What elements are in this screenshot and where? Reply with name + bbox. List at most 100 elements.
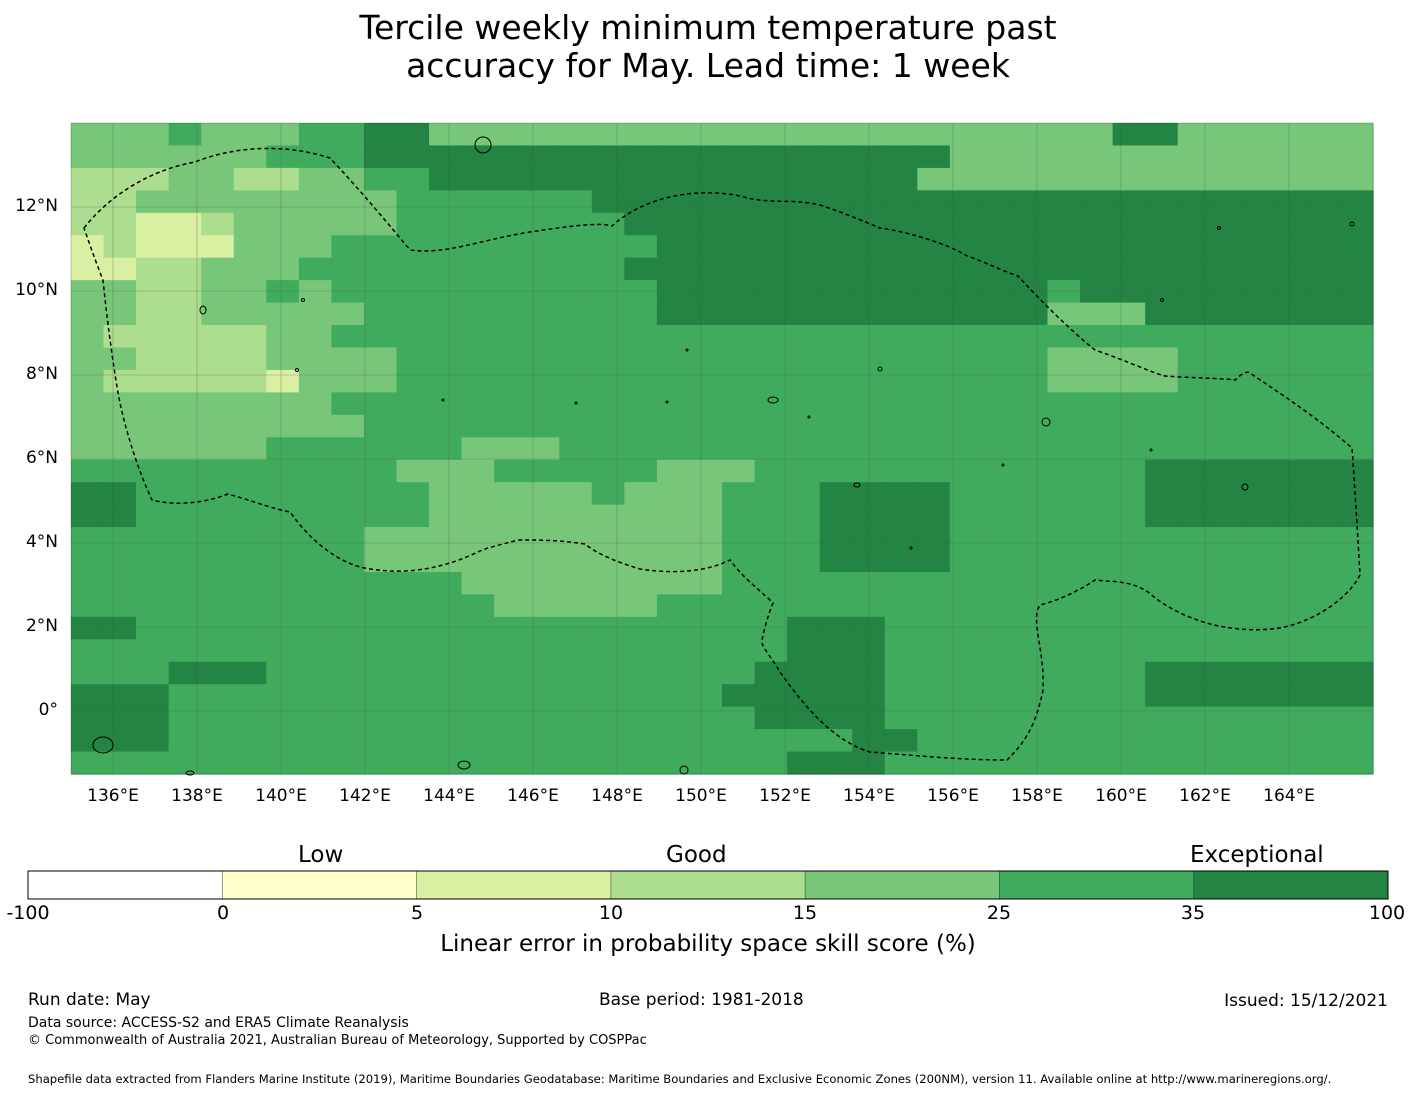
skill-cell [1275, 661, 1309, 685]
skill-cell [1210, 684, 1244, 708]
skill-cell [982, 123, 1016, 147]
skill-cell [884, 325, 918, 349]
skill-cell [201, 459, 235, 483]
skill-cell [1242, 706, 1276, 730]
skill-cell [136, 302, 170, 326]
skill-cell [722, 684, 756, 708]
skill-cell [71, 369, 105, 393]
skill-cell [71, 212, 105, 236]
skill-cell [624, 504, 658, 528]
skill-cell [1112, 123, 1146, 147]
skill-cell [103, 145, 137, 169]
skill-cell [233, 167, 267, 191]
skill-cell [1307, 347, 1342, 371]
skill-cell [396, 729, 430, 753]
skill-cell [1047, 212, 1081, 236]
skill-cell [1080, 594, 1114, 618]
skill-cell [1340, 212, 1374, 236]
skill-cell [1210, 302, 1244, 326]
skill-cell [819, 661, 853, 685]
skill-cell [884, 235, 918, 259]
skill-cell [559, 616, 593, 640]
skill-cell [559, 123, 593, 147]
skill-cell [429, 661, 463, 685]
skill-cell [429, 392, 463, 416]
skill-cell [917, 639, 951, 663]
skill-cell [754, 123, 788, 147]
skill-cell [429, 235, 463, 259]
skill-cell [429, 706, 463, 730]
skill-cell [754, 729, 788, 753]
skill-cell [1210, 235, 1244, 259]
skill-cell [71, 123, 105, 147]
skill-cell [949, 459, 983, 483]
skill-cell [656, 235, 691, 259]
skill-cell [1210, 459, 1244, 483]
skill-cell [917, 257, 951, 281]
skill-cell [1145, 571, 1179, 596]
skill-cell [1145, 616, 1179, 640]
skill-cell [559, 280, 593, 304]
skill-cell [429, 414, 463, 438]
skill-cell [1210, 190, 1244, 214]
skill-cell [461, 392, 495, 416]
skill-cell [168, 414, 202, 438]
skill-cell [1177, 729, 1211, 753]
skill-cell [461, 639, 495, 663]
skill-cell [1307, 167, 1342, 191]
skill-cell [201, 235, 235, 259]
skill-cell [1307, 190, 1342, 214]
skill-cell [266, 414, 300, 438]
skill-cell [1145, 504, 1179, 528]
skill-cell [917, 302, 951, 326]
skill-cell [298, 616, 332, 640]
skill-cell [591, 145, 625, 169]
skill-cell [168, 190, 202, 214]
skill-cell [429, 257, 463, 281]
skill-cell [1340, 235, 1374, 259]
skill-cell [1177, 369, 1211, 393]
skill-cell [1080, 706, 1114, 730]
skill-cell [461, 257, 495, 281]
skill-cell [201, 661, 235, 685]
lat-tick-label: 10°N [15, 280, 58, 300]
skill-cell [1242, 123, 1276, 147]
skill-cell [787, 706, 821, 730]
skill-cell [884, 190, 918, 214]
skill-cell [1275, 706, 1309, 730]
skill-cell [1340, 369, 1374, 393]
skill-cell [526, 549, 560, 573]
skill-cell [233, 459, 267, 483]
skill-cell [266, 459, 300, 483]
skill-cell [917, 347, 951, 371]
skill-cell [624, 167, 658, 191]
skill-cell [461, 347, 495, 371]
skill-cell [787, 212, 821, 236]
skill-cell [1340, 482, 1374, 506]
skill-cell [1112, 459, 1146, 483]
skill-cell [722, 571, 756, 596]
skill-cell [982, 392, 1016, 416]
skill-cell [136, 751, 170, 775]
skill-cell [689, 369, 723, 393]
skill-cell [1145, 167, 1179, 191]
skill-cell [201, 392, 235, 416]
skill-cell [103, 729, 137, 753]
skill-cell [949, 729, 983, 753]
skill-cell [1047, 145, 1081, 169]
skill-cell [461, 706, 495, 730]
skill-cell [1145, 706, 1179, 730]
skill-cell [71, 190, 105, 214]
skill-cell [136, 661, 170, 685]
lon-tick-label: 148°E [591, 786, 643, 806]
skill-cell [396, 482, 430, 506]
skill-cell [71, 729, 105, 753]
skill-cell [1210, 280, 1244, 304]
skill-cell [982, 549, 1016, 573]
skill-cell [71, 482, 105, 506]
colorbar-tick-label: 25 [986, 902, 1012, 924]
skill-cell [1242, 369, 1276, 393]
lon-tick-label: 144°E [423, 786, 475, 806]
skill-cell [884, 729, 918, 753]
skill-cell [624, 212, 658, 236]
